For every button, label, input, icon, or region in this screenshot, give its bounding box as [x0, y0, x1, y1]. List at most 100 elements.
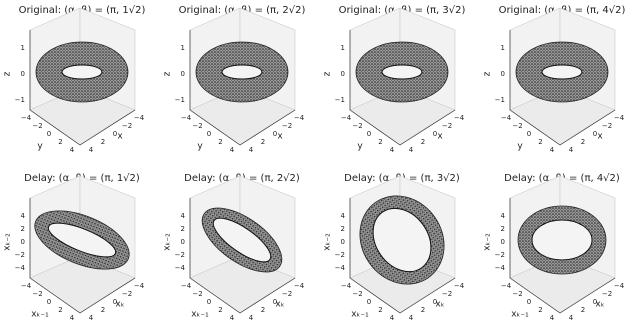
panel: Delay: (α, β) = (π, 2√2)−4−2024420−2−4−4… — [163, 173, 305, 322]
y-tick-label: 0 — [367, 130, 371, 138]
z-tick-label: 0 — [181, 238, 185, 246]
x-tick-label: 2 — [581, 138, 585, 146]
x-tick-label: 0 — [593, 130, 597, 138]
torus-hole — [372, 207, 432, 273]
x-tick-label: −2 — [602, 122, 612, 130]
y-tick-label: 2 — [538, 138, 542, 146]
x-axis-label: xₖ — [115, 300, 124, 310]
torus-hole — [381, 64, 423, 80]
y-tick-label: 4 — [550, 146, 555, 154]
x-tick-label: 0 — [433, 298, 437, 306]
y-tick-label: 4 — [70, 314, 75, 322]
x-tick-label: −2 — [602, 290, 612, 298]
z-tick-label: −4 — [15, 264, 26, 272]
z-tick-label: 4 — [21, 212, 26, 220]
panel: Delay: (α, β) = (π, 3√2)−4−2024420−2−4−4… — [323, 173, 465, 322]
z-axis-label: z — [163, 71, 173, 76]
x-tick-label: −4 — [614, 114, 625, 122]
x-axis-label: x — [437, 132, 443, 142]
y-tick-label: −4 — [181, 114, 192, 122]
x-tick-label: −4 — [134, 114, 145, 122]
z-tick-label: 4 — [341, 212, 346, 220]
y-tick-label: −2 — [192, 290, 202, 298]
y-tick-label: 4 — [230, 146, 235, 154]
y-tick-label: −4 — [501, 114, 512, 122]
z-tick-label: 0 — [501, 238, 505, 246]
z-tick-label: 0 — [21, 238, 25, 246]
x-tick-label: 0 — [113, 130, 117, 138]
y-axis-label: xₖ₋₁ — [351, 310, 369, 320]
z-tick-label: −2 — [495, 251, 505, 259]
x-tick-label: 4 — [89, 314, 94, 322]
y-tick-label: 0 — [527, 130, 531, 138]
y-tick-label: 0 — [207, 298, 211, 306]
y-tick-label: 4 — [230, 314, 235, 322]
z-tick-label: −1 — [335, 96, 345, 104]
panel: Original: (α, β) = (π, 4√2)−4−2024420−2−… — [483, 5, 626, 154]
z-tick-label: 1 — [181, 44, 185, 52]
y-tick-label: −2 — [512, 290, 522, 298]
z-tick-label: −4 — [175, 264, 186, 272]
z-tick-label: 2 — [341, 225, 345, 233]
z-tick-label: 0 — [341, 70, 345, 78]
z-tick-label: 0 — [181, 70, 185, 78]
torus-hole — [212, 217, 272, 263]
z-tick-label: 2 — [501, 225, 505, 233]
y-tick-label: 2 — [218, 138, 222, 146]
x-tick-label: −2 — [122, 122, 132, 130]
y-tick-label: 2 — [218, 306, 222, 314]
x-tick-label: 4 — [249, 314, 254, 322]
x-tick-label: 0 — [433, 130, 437, 138]
x-tick-label: −2 — [122, 290, 132, 298]
x-tick-label: 2 — [261, 306, 265, 314]
z-tick-label: −4 — [495, 264, 506, 272]
x-tick-label: 4 — [89, 146, 94, 154]
x-tick-label: −4 — [294, 114, 305, 122]
y-tick-label: 2 — [378, 138, 382, 146]
x-tick-label: 2 — [421, 306, 425, 314]
z-tick-label: 1 — [501, 44, 505, 52]
x-tick-label: −4 — [614, 282, 625, 290]
x-tick-label: 0 — [593, 298, 597, 306]
x-tick-label: −4 — [294, 282, 305, 290]
axes-lines — [349, 30, 456, 146]
axes-lines — [189, 198, 296, 314]
z-tick-label: 0 — [501, 70, 505, 78]
z-axis-label: z — [3, 71, 13, 76]
y-tick-label: 0 — [47, 130, 51, 138]
z-tick-label: −2 — [175, 251, 185, 259]
x-tick-label: 4 — [569, 314, 574, 322]
y-tick-label: −4 — [21, 282, 32, 290]
z-axis-label: xₖ₋₂ — [323, 233, 333, 251]
y-axis-label: xₖ₋₁ — [191, 310, 209, 320]
x-tick-label: 4 — [249, 146, 254, 154]
y-axis-label: xₖ₋₁ — [511, 310, 529, 320]
y-tick-label: 2 — [378, 306, 382, 314]
torus-hole — [47, 222, 117, 258]
y-tick-label: −4 — [341, 114, 352, 122]
z-axis-label: z — [323, 71, 333, 76]
axes-lines — [349, 198, 456, 314]
z-tick-label: −4 — [335, 264, 346, 272]
panel: Original: (α, β) = (π, 1√2)−4−2024420−2−… — [3, 5, 146, 154]
x-tick-label: 2 — [101, 306, 105, 314]
y-axis-label: y — [517, 142, 523, 152]
torus-hole — [221, 64, 263, 80]
x-tick-label: −2 — [442, 290, 452, 298]
y-tick-label: 4 — [550, 314, 555, 322]
z-tick-label: −1 — [15, 96, 25, 104]
y-tick-label: −4 — [501, 282, 512, 290]
x-tick-label: −2 — [282, 290, 292, 298]
y-tick-label: 0 — [367, 298, 371, 306]
x-axis-label: x — [117, 132, 123, 142]
x-tick-label: 4 — [409, 146, 414, 154]
x-tick-label: −2 — [442, 122, 452, 130]
y-tick-label: −4 — [21, 114, 32, 122]
torus-hole — [541, 64, 583, 80]
z-axis-label: xₖ₋₂ — [483, 233, 493, 251]
x-tick-label: 2 — [421, 138, 425, 146]
z-axis-label: xₖ₋₂ — [3, 233, 13, 251]
y-tick-label: −2 — [32, 122, 42, 130]
panel: Delay: (α, β) = (π, 4√2)−4−2024420−2−4−4… — [483, 173, 625, 322]
axes-lines — [509, 30, 616, 146]
